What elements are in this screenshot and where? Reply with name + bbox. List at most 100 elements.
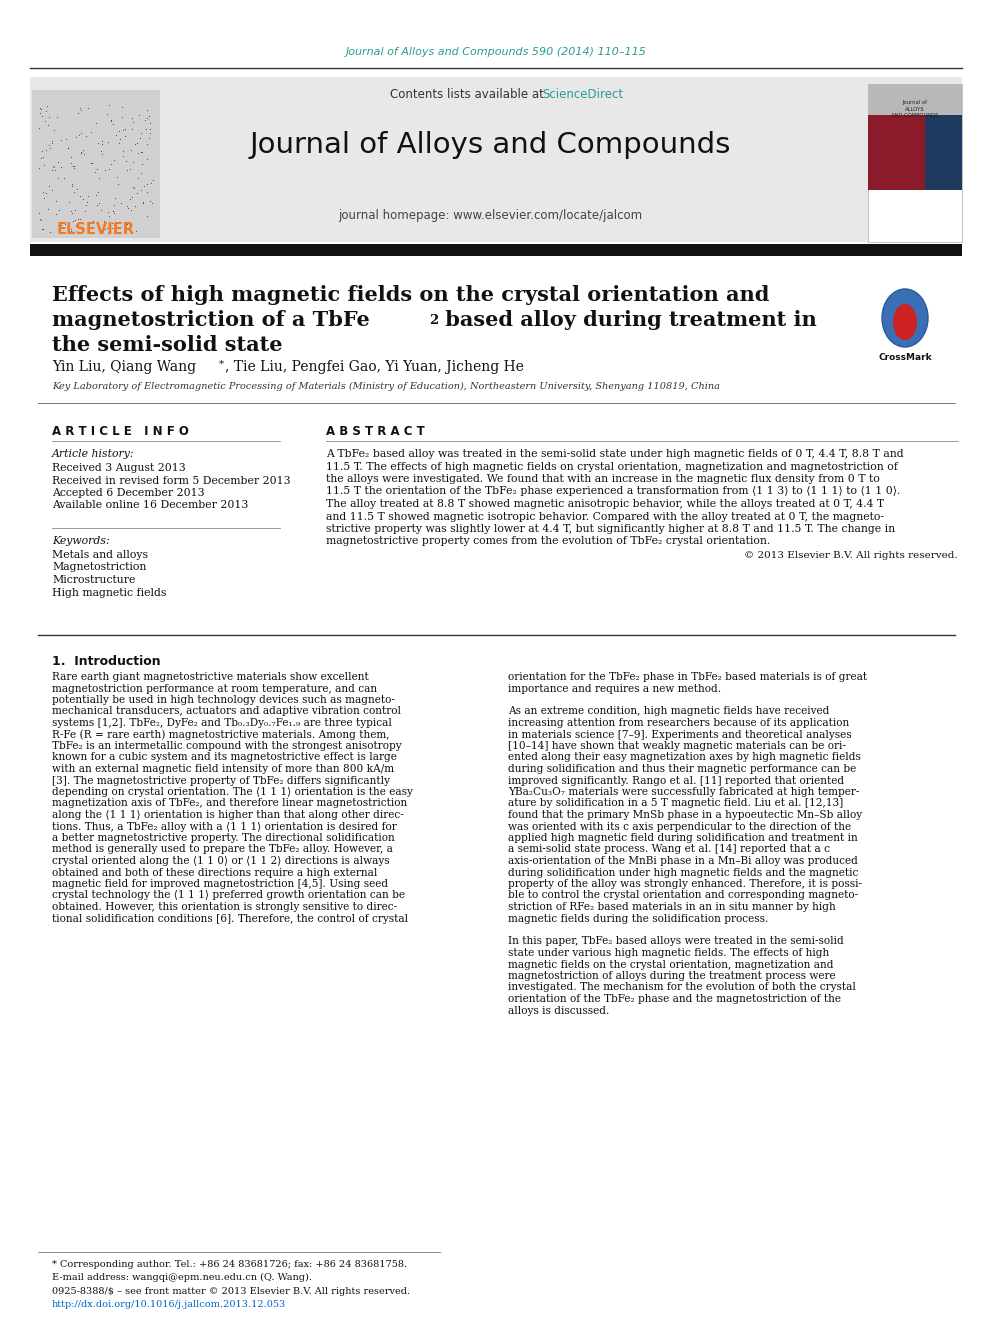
Text: along the ⟨1 1 1⟩ orientation is higher than that along other direc-: along the ⟨1 1 1⟩ orientation is higher …	[52, 810, 404, 820]
Text: orientation of the TbFe₂ phase and the magnetostriction of the: orientation of the TbFe₂ phase and the m…	[508, 994, 841, 1004]
Text: increasing attention from researchers because of its application: increasing attention from researchers be…	[508, 718, 849, 728]
Text: the alloys were investigated. We found that with an increase in the magnetic flu: the alloys were investigated. We found t…	[326, 474, 880, 484]
Ellipse shape	[893, 304, 917, 340]
Text: ELSEVIER: ELSEVIER	[57, 222, 135, 238]
Text: Yin Liu, Qiang Wang: Yin Liu, Qiang Wang	[52, 360, 200, 374]
Text: Accepted 6 December 2013: Accepted 6 December 2013	[52, 488, 204, 497]
Text: magnetic field for improved magnetostriction [4,5]. Using seed: magnetic field for improved magnetostric…	[52, 878, 388, 889]
Text: crystal oriented along the ⟨1 1 0⟩ or ⟨1 1 2⟩ directions is always: crystal oriented along the ⟨1 1 0⟩ or ⟨1…	[52, 856, 390, 867]
Text: found that the primary MnSb phase in a hypoeutectic Mn–Sb alloy: found that the primary MnSb phase in a h…	[508, 810, 862, 820]
Text: importance and requires a new method.: importance and requires a new method.	[508, 684, 721, 693]
Text: striction of RFe₂ based materials in an in situ manner by high: striction of RFe₂ based materials in an …	[508, 902, 835, 912]
Text: Journal of Alloys and Compounds: Journal of Alloys and Compounds	[249, 131, 731, 159]
Text: A B S T R A C T: A B S T R A C T	[326, 425, 425, 438]
Text: CrossMark: CrossMark	[878, 353, 931, 363]
Bar	[868, 83, 962, 242]
Text: magnetostriction of alloys during the treatment process were: magnetostriction of alloys during the tr…	[508, 971, 835, 980]
Text: during solidification under high magnetic fields and the magnetic: during solidification under high magneti…	[508, 868, 858, 877]
Text: tional solidification conditions [6]. Therefore, the control of crystal: tional solidification conditions [6]. Th…	[52, 913, 408, 923]
Text: http://dx.doi.org/10.1016/j.jallcom.2013.12.053: http://dx.doi.org/10.1016/j.jallcom.2013…	[52, 1301, 287, 1308]
Text: property of the alloy was strongly enhanced. Therefore, it is possi-: property of the alloy was strongly enhan…	[508, 878, 862, 889]
Bar	[925, 115, 962, 191]
Text: Magnetostriction: Magnetostriction	[52, 562, 147, 573]
Text: ble to control the crystal orientation and corresponding magneto-: ble to control the crystal orientation a…	[508, 890, 858, 901]
Bar	[868, 83, 962, 115]
Text: obtained and both of these directions require a high external: obtained and both of these directions re…	[52, 868, 377, 877]
Text: journal homepage: www.elsevier.com/locate/jalcom: journal homepage: www.elsevier.com/locat…	[338, 209, 642, 221]
Text: known for a cubic system and its magnetostrictive effect is large: known for a cubic system and its magneto…	[52, 753, 397, 762]
Text: Received in revised form 5 December 2013: Received in revised form 5 December 2013	[52, 475, 291, 486]
Bar	[32, 90, 160, 238]
Text: a semi-solid state process. Wang et al. [14] reported that a c: a semi-solid state process. Wang et al. …	[508, 844, 830, 855]
Text: Effects of high magnetic fields on the crystal orientation and: Effects of high magnetic fields on the c…	[52, 284, 770, 306]
Text: tions. Thus, a TbFe₂ alloy with a ⟨1 1 1⟩ orientation is desired for: tions. Thus, a TbFe₂ alloy with a ⟨1 1 1…	[52, 822, 397, 831]
Text: *: *	[219, 360, 224, 369]
Text: Microstructure: Microstructure	[52, 576, 135, 585]
Text: R-Fe (R = rare earth) magnetostrictive materials. Among them,: R-Fe (R = rare earth) magnetostrictive m…	[52, 729, 390, 740]
Text: [3]. The magnetostrictive property of TbFe₂ differs significantly: [3]. The magnetostrictive property of Tb…	[52, 775, 390, 786]
Text: orientation for the TbFe₂ phase in TbFe₂ based materials is of great: orientation for the TbFe₂ phase in TbFe₂…	[508, 672, 867, 681]
Text: mechanical transducers, actuators and adaptive vibration control: mechanical transducers, actuators and ad…	[52, 706, 401, 717]
Text: Keywords:: Keywords:	[52, 536, 110, 546]
Text: In this paper, TbFe₂ based alloys were treated in the semi-solid: In this paper, TbFe₂ based alloys were t…	[508, 937, 844, 946]
Text: 11.5 T the orientation of the TbFe₂ phase experienced a transformation from ⟨1 1: 11.5 T the orientation of the TbFe₂ phas…	[326, 487, 901, 496]
Text: YBa₂Cu₃O₇ materials were successfully fabricated at high temper-: YBa₂Cu₃O₇ materials were successfully fa…	[508, 787, 859, 796]
Text: TbFe₂ is an intermetallic compound with the strongest anisotropy: TbFe₂ is an intermetallic compound with …	[52, 741, 402, 751]
Text: ented along their easy magnetization axes by high magnetic fields: ented along their easy magnetization axe…	[508, 753, 861, 762]
Text: Article history:: Article history:	[52, 448, 135, 459]
Ellipse shape	[882, 288, 928, 347]
Text: systems [1,2]. TbFe₂, DyFe₂ and Tb₀.₃Dy₀.₇Fe₁.₉ are three typical: systems [1,2]. TbFe₂, DyFe₂ and Tb₀.₃Dy₀…	[52, 718, 392, 728]
Bar	[30, 243, 962, 255]
Text: Metals and alloys: Metals and alloys	[52, 550, 148, 560]
Text: , Tie Liu, Pengfei Gao, Yi Yuan, Jicheng He: , Tie Liu, Pengfei Gao, Yi Yuan, Jicheng…	[225, 360, 524, 374]
Text: ScienceDirect: ScienceDirect	[542, 89, 623, 102]
Text: alloys is discussed.: alloys is discussed.	[508, 1005, 609, 1016]
Text: axis-orientation of the MnBi phase in a Mn–Bi alloy was produced: axis-orientation of the MnBi phase in a …	[508, 856, 858, 867]
Text: Journal of Alloys and Compounds 590 (2014) 110–115: Journal of Alloys and Compounds 590 (201…	[345, 48, 647, 57]
Text: with an external magnetic field intensity of more than 800 kA/m: with an external magnetic field intensit…	[52, 763, 394, 774]
Text: depending on crystal orientation. The ⟨1 1 1⟩ orientation is the easy: depending on crystal orientation. The ⟨1…	[52, 787, 413, 796]
Text: improved significantly. Rango et al. [11] reported that oriented: improved significantly. Rango et al. [11…	[508, 775, 844, 786]
Text: [10–14] have shown that weakly magnetic materials can be ori-: [10–14] have shown that weakly magnetic …	[508, 741, 846, 751]
Text: magnetization axis of TbFe₂, and therefore linear magnetostriction: magnetization axis of TbFe₂, and therefo…	[52, 799, 408, 808]
Text: during solidification and thus their magnetic performance can be: during solidification and thus their mag…	[508, 763, 856, 774]
Bar	[30, 77, 962, 242]
Text: magnetostriction performance at room temperature, and can: magnetostriction performance at room tem…	[52, 684, 377, 693]
Text: High magnetic fields: High magnetic fields	[52, 587, 167, 598]
Text: A R T I C L E   I N F O: A R T I C L E I N F O	[52, 425, 188, 438]
Text: a better magnetostrictive property. The directional solidification: a better magnetostrictive property. The …	[52, 833, 395, 843]
Text: Journal of
ALLOYS
AND COMPOUNDS: Journal of ALLOYS AND COMPOUNDS	[891, 101, 938, 118]
Text: E-mail address: wangqi@epm.neu.edu.cn (Q. Wang).: E-mail address: wangqi@epm.neu.edu.cn (Q…	[52, 1273, 312, 1282]
Text: method is generally used to prepare the TbFe₂ alloy. However, a: method is generally used to prepare the …	[52, 844, 393, 855]
Text: The alloy treated at 8.8 T showed magnetic anisotropic behavior, while the alloy: The alloy treated at 8.8 T showed magnet…	[326, 499, 884, 509]
Text: © 2013 Elsevier B.V. All rights reserved.: © 2013 Elsevier B.V. All rights reserved…	[744, 550, 958, 560]
Text: magnetostrictive property comes from the evolution of TbFe₂ crystal orientation.: magnetostrictive property comes from the…	[326, 537, 770, 546]
Text: magnetostriction of a TbFe: magnetostriction of a TbFe	[52, 310, 370, 329]
Text: A TbFe₂ based alloy was treated in the semi-solid state under high magnetic fiel: A TbFe₂ based alloy was treated in the s…	[326, 448, 904, 459]
Text: and 11.5 T showed magnetic isotropic behavior. Compared with the alloy treated a: and 11.5 T showed magnetic isotropic beh…	[326, 512, 884, 521]
Text: Available online 16 December 2013: Available online 16 December 2013	[52, 500, 248, 511]
Text: state under various high magnetic fields. The effects of high: state under various high magnetic fields…	[508, 949, 829, 958]
Text: 11.5 T. The effects of high magnetic fields on crystal orientation, magnetizatio: 11.5 T. The effects of high magnetic fie…	[326, 462, 898, 471]
Text: magnetic fields during the solidification process.: magnetic fields during the solidificatio…	[508, 913, 769, 923]
Text: 2: 2	[429, 314, 438, 327]
Text: As an extreme condition, high magnetic fields have received: As an extreme condition, high magnetic f…	[508, 706, 829, 717]
Text: obtained. However, this orientation is strongly sensitive to direc-: obtained. However, this orientation is s…	[52, 902, 397, 912]
Text: investigated. The mechanism for the evolution of both the crystal: investigated. The mechanism for the evol…	[508, 983, 856, 992]
Bar	[868, 115, 925, 191]
Text: Rare earth giant magnetostrictive materials show excellent: Rare earth giant magnetostrictive materi…	[52, 672, 369, 681]
Text: was oriented with its c axis perpendicular to the direction of the: was oriented with its c axis perpendicul…	[508, 822, 851, 831]
Text: Received 3 August 2013: Received 3 August 2013	[52, 463, 186, 474]
Text: potentially be used in high technology devices such as magneto-: potentially be used in high technology d…	[52, 695, 395, 705]
Text: the semi-solid state: the semi-solid state	[52, 335, 283, 355]
Text: crystal technology the ⟨1 1 1⟩ preferred growth orientation can be: crystal technology the ⟨1 1 1⟩ preferred…	[52, 890, 405, 901]
Text: * Corresponding author. Tel.: +86 24 83681726; fax: +86 24 83681758.: * Corresponding author. Tel.: +86 24 836…	[52, 1259, 407, 1269]
Text: based alloy during treatment in: based alloy during treatment in	[438, 310, 816, 329]
Text: Key Laboratory of Electromagnetic Processing of Materials (Ministry of Education: Key Laboratory of Electromagnetic Proces…	[52, 382, 720, 392]
Text: magnetic fields on the crystal orientation, magnetization and: magnetic fields on the crystal orientati…	[508, 959, 833, 970]
Text: applied high magnetic field during solidification and treatment in: applied high magnetic field during solid…	[508, 833, 858, 843]
Text: 0925-8388/$ – see front matter © 2013 Elsevier B.V. All rights reserved.: 0925-8388/$ – see front matter © 2013 El…	[52, 1287, 410, 1297]
Text: in materials science [7–9]. Experiments and theoretical analyses: in materials science [7–9]. Experiments …	[508, 729, 851, 740]
Text: Contents lists available at: Contents lists available at	[390, 89, 548, 102]
Text: strictive property was slightly lower at 4.4 T, but significantly higher at 8.8 : strictive property was slightly lower at…	[326, 524, 895, 534]
